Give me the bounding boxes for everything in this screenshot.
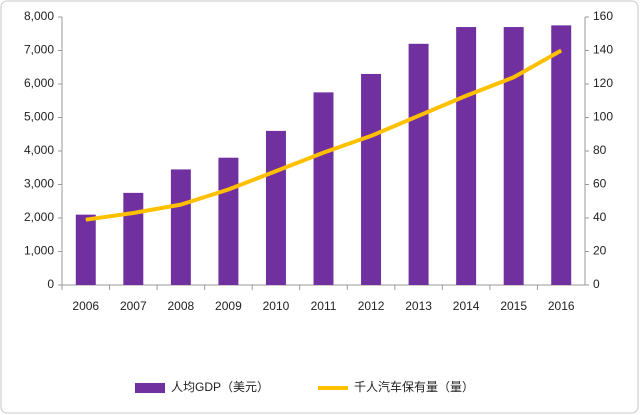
y2-tick-label: 40 <box>593 210 607 224</box>
bar <box>218 157 239 285</box>
y-tick-label: 6,000 <box>24 76 54 90</box>
y2-tick-label: 120 <box>593 76 613 90</box>
legend-label: 千人汽车保有量（量） <box>354 379 474 394</box>
x-tick-label: 2013 <box>405 299 432 313</box>
bar <box>361 73 382 285</box>
y2-tick-label: 140 <box>593 43 613 57</box>
x-tick-label: 2006 <box>72 299 99 313</box>
y-tick-label: 1,000 <box>24 244 54 258</box>
y2-tick-label: 160 <box>593 9 613 23</box>
bar <box>551 25 572 285</box>
y-tick-label: 7,000 <box>24 43 54 57</box>
x-tick-label: 2010 <box>263 299 290 313</box>
bar <box>170 169 191 285</box>
y-tick-label: 2,000 <box>24 210 54 224</box>
bar <box>408 43 429 285</box>
y-tick-label: 0 <box>47 277 54 291</box>
bar <box>75 214 96 285</box>
line <box>85 48 563 222</box>
y2-tick-label: 20 <box>593 244 607 258</box>
legend-swatch <box>135 383 165 393</box>
x-tick-label: 2008 <box>168 299 195 313</box>
bar <box>265 130 286 285</box>
y-tick-label: 5,000 <box>24 110 54 124</box>
x-tick-label: 2007 <box>120 299 147 313</box>
x-tick-label: 2009 <box>215 299 242 313</box>
x-tick-label: 2015 <box>500 299 527 313</box>
y-tick-label: 8,000 <box>24 9 54 23</box>
y2-tick-label: 0 <box>593 277 600 291</box>
bar <box>123 192 144 285</box>
bar <box>313 92 334 285</box>
bar <box>503 27 524 286</box>
y2-tick-label: 100 <box>593 110 613 124</box>
x-tick-label: 2014 <box>453 299 480 313</box>
y-tick-label: 4,000 <box>24 143 54 157</box>
y-tick-label: 3,000 <box>24 177 54 191</box>
y2-tick-label: 80 <box>593 143 607 157</box>
y2-tick-label: 60 <box>593 177 607 191</box>
legend-label: 人均GDP（美元） <box>171 380 269 394</box>
x-tick-label: 2016 <box>548 299 575 313</box>
bar <box>456 27 477 286</box>
x-tick-label: 2012 <box>358 299 385 313</box>
x-tick-label: 2011 <box>311 299 337 313</box>
